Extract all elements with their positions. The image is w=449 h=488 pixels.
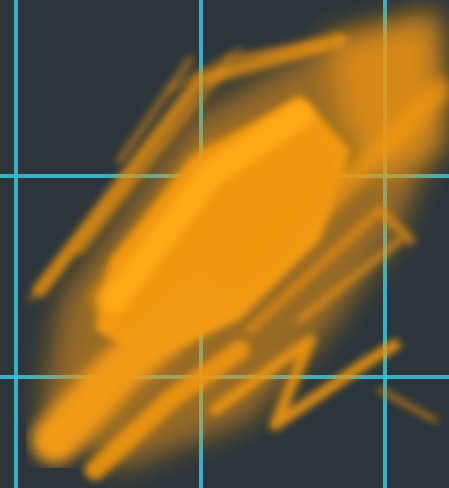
paint-stroke [377,387,438,423]
paint-stroke [116,56,194,164]
paint-stroke [296,236,404,324]
paint-stroke [330,10,445,180]
paint-stroke [167,47,243,93]
paint-stroke [209,334,401,431]
paint-stroke [85,340,250,480]
paint-strokes [27,10,449,480]
paint-stroke [31,276,224,464]
paint-stroke [75,40,325,255]
paint-stroke [245,203,415,335]
paint-stroke [90,110,345,350]
paint-stroke [27,177,133,303]
paint-stroke [102,102,313,313]
